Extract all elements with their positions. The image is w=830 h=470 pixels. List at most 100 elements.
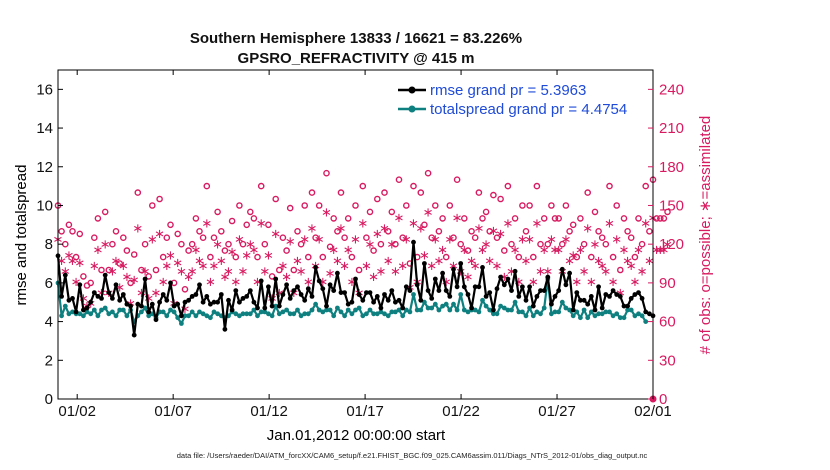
obs-possible-marker (555, 215, 563, 222)
obs-assimilated-marker: ∗ (248, 243, 259, 258)
obs-assimilated-marker: ∗ (542, 265, 553, 280)
rmse-point (425, 288, 431, 293)
spread-point (70, 309, 75, 315)
obs-possible-marker (178, 240, 185, 248)
obs-assimilated-marker: ∗ (151, 286, 162, 301)
rmse-point (142, 276, 148, 282)
rmse-point (84, 305, 90, 311)
spread-point (530, 313, 536, 319)
spread-point (117, 307, 123, 313)
spread-point (487, 307, 493, 313)
obs-possible-marker (410, 182, 417, 190)
obs-possible-marker (497, 195, 504, 203)
obs-possible-marker (417, 189, 425, 196)
rmse-point (99, 296, 104, 301)
spread-point (498, 303, 503, 309)
rmse-point (102, 272, 108, 278)
spread-point (233, 311, 239, 317)
rmse-point (436, 288, 442, 293)
obs-possible-marker (591, 208, 599, 216)
y-left-tick-label: 6 (45, 275, 53, 292)
rmse-point (342, 290, 347, 295)
rmse-point (607, 294, 612, 299)
obs-possible-marker (366, 208, 374, 216)
obs-assimilated-marker: ∗ (430, 232, 441, 247)
obs-possible-marker (221, 247, 229, 254)
obs-possible-marker (294, 227, 301, 235)
obs-possible-marker (468, 227, 475, 235)
spread-point (483, 303, 489, 309)
x-tick-label: 01/22 (442, 403, 480, 420)
obs-possible-marker (439, 215, 446, 222)
obs-assimilated-marker: ∗ (502, 216, 513, 231)
x-tick-label: 01/02 (58, 403, 96, 420)
spread-point (592, 313, 598, 319)
rmse-point (59, 294, 64, 299)
spread-point (578, 315, 583, 321)
obs-assimilated-marker: ∗ (560, 232, 571, 247)
obs-possible-marker (519, 202, 526, 209)
obs-assimilated-marker: ∗ (564, 254, 575, 269)
obs-possible-marker (152, 266, 160, 274)
rmse-point (523, 297, 529, 303)
obs-possible-marker (482, 208, 490, 216)
rmse-point (520, 284, 525, 290)
spread-point (552, 309, 558, 315)
spread-point (523, 313, 529, 319)
obs-assimilated-marker: ∗ (499, 270, 510, 285)
obs-assimilated-marker: ∗ (114, 281, 125, 296)
obs-assimilated-marker: ∗ (176, 265, 187, 280)
obs-possible-marker (286, 204, 294, 212)
obs-possible-marker (127, 279, 134, 287)
rmse-point (451, 266, 456, 272)
rmse-point (88, 299, 94, 305)
rmse-point (538, 288, 543, 293)
obs-assimilated-marker: ∗ (343, 243, 354, 258)
y-left-tick-label: 10 (36, 197, 53, 214)
obs-possible-marker (500, 247, 508, 254)
obs-possible-marker (602, 240, 610, 248)
spread-point (360, 313, 366, 319)
obs-possible-marker (617, 266, 624, 274)
obs-assimilated-marker: ∗ (346, 275, 357, 290)
obs-assimilated-marker: ∗ (517, 232, 528, 247)
obs-possible-marker (174, 230, 181, 238)
rmse-point (226, 297, 231, 303)
spread-point (342, 313, 347, 319)
spread-point (175, 315, 181, 321)
rmse-point (422, 261, 427, 266)
obs-possible-marker (577, 215, 584, 222)
obs-possible-marker (315, 202, 323, 209)
rmse-point (621, 303, 627, 309)
obs-possible-marker (69, 227, 76, 235)
obs-assimilated-marker: ∗ (121, 270, 132, 285)
spread-point (389, 309, 395, 315)
obs-possible-marker (120, 234, 127, 241)
obs-possible-marker (515, 253, 523, 261)
obs-possible-marker (620, 215, 628, 222)
spread-point (110, 309, 115, 315)
obs-assimilated-marker: ∗ (611, 232, 622, 247)
obs-assimilated-marker: ∗ (423, 206, 434, 221)
obs-possible-marker (101, 208, 109, 216)
obs-assimilated-marker: ∗ (299, 232, 310, 247)
obs-possible-marker (232, 253, 240, 261)
legend-spread-label: totalspread grand pr = 4.4754 (430, 101, 627, 118)
obs-possible-marker (257, 182, 265, 190)
x-tick-label: 01/07 (154, 403, 192, 420)
obs-possible-marker (635, 215, 642, 222)
spread-point (541, 305, 547, 311)
rmse-point (287, 296, 293, 301)
obs-possible-marker (475, 189, 483, 196)
spread-point (516, 309, 522, 315)
rmse-point (327, 282, 333, 288)
rmse-point (382, 292, 387, 297)
spread-point (632, 313, 638, 319)
obs-assimilated-marker: ∗ (325, 267, 336, 282)
obs-possible-marker (569, 221, 577, 229)
obs-possible-marker (657, 215, 664, 222)
spread-point (113, 313, 119, 319)
spread-point (345, 307, 351, 313)
obs-assimilated-marker: ∗ (633, 243, 644, 258)
obs-possible-marker (192, 215, 200, 222)
